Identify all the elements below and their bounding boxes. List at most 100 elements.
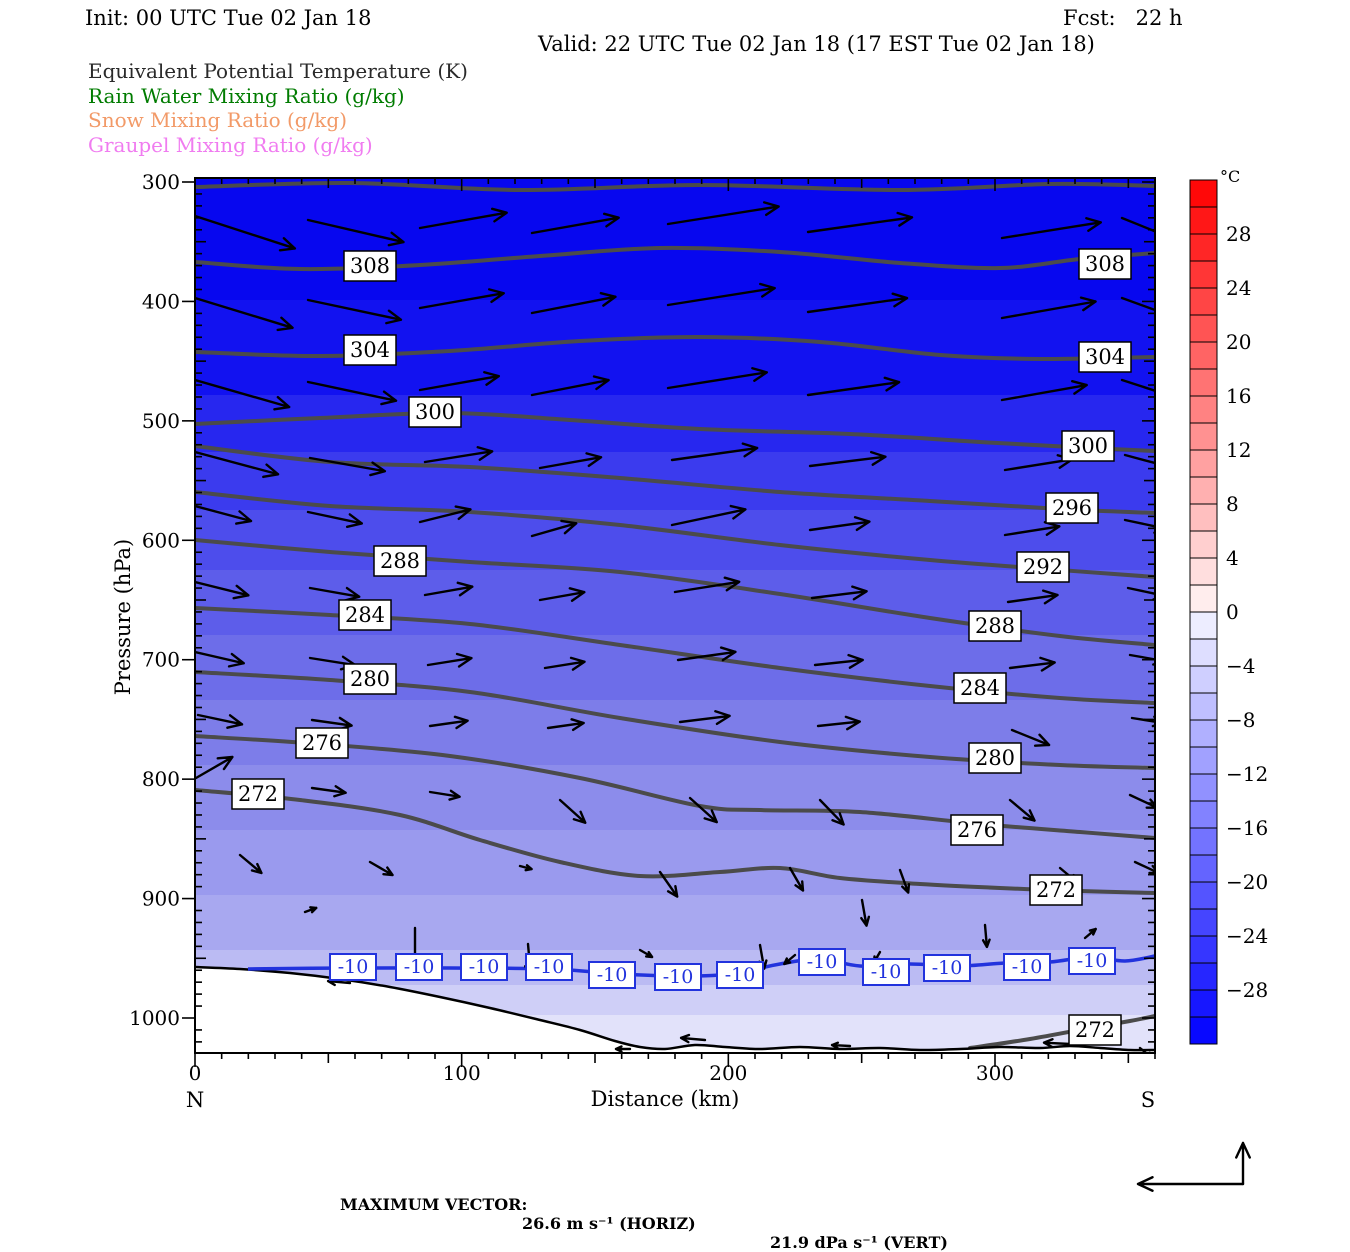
wind-arrow — [428, 715, 469, 730]
wind-arrow — [303, 906, 318, 914]
svg-text:304: 304 — [350, 338, 390, 362]
svg-text:-10: -10 — [932, 957, 963, 979]
theta-e-contour-276 — [195, 734, 1155, 840]
contour-label-288: 288 — [373, 545, 427, 577]
wind-arrow — [676, 646, 737, 662]
wind-arrow — [658, 870, 679, 898]
contour-label-276: 276 — [950, 814, 1004, 846]
max-vector-vert: 21.9 dPa s⁻¹ (VERT) — [770, 1233, 948, 1252]
svg-text:276: 276 — [302, 731, 342, 755]
svg-text:-10: -10 — [597, 964, 628, 986]
max-vector-label: MAXIMUM VECTOR: — [340, 1195, 528, 1214]
contour-label-304: 304 — [343, 334, 397, 366]
wind-arrow — [1008, 798, 1036, 822]
y-tick-label: 700 — [142, 648, 180, 672]
wind-arrow — [673, 576, 741, 594]
x-tick-label: 200 — [709, 1061, 747, 1085]
colorbar-segment — [1189, 935, 1218, 964]
colorbar-segment — [1189, 557, 1218, 586]
svg-text:-10: -10 — [469, 956, 500, 978]
contour-label-288: 288 — [968, 610, 1022, 642]
colorbar-tick-label: 12 — [1226, 438, 1251, 462]
wind-arrow — [1042, 1038, 1072, 1049]
temperature-fill-band — [195, 510, 1155, 570]
wind-arrow — [1138, 1046, 1152, 1053]
south-end-label: S — [1141, 1088, 1155, 1112]
wind-arrow — [195, 378, 291, 411]
svg-text:272: 272 — [1075, 1018, 1115, 1042]
colorbar-segment — [1189, 611, 1218, 640]
colorbar-tick-label: 20 — [1226, 330, 1251, 354]
theta-e-contour-300 — [195, 410, 1155, 453]
theta-e-contour-312 — [195, 180, 1155, 193]
wind-vector-field — [195, 201, 1155, 1053]
colorbar-segment — [1189, 827, 1218, 856]
svg-text:272: 272 — [1036, 878, 1076, 902]
wind-arrow — [806, 211, 914, 234]
wind-arrow — [666, 201, 780, 226]
wind-arrow — [538, 452, 603, 470]
svg-text:288: 288 — [380, 549, 420, 573]
freezing-label: -10 — [460, 953, 508, 981]
wind-arrow — [195, 450, 280, 479]
wind-arrow — [1123, 453, 1155, 465]
wind-arrow — [679, 1033, 707, 1044]
svg-text:308: 308 — [1085, 252, 1125, 276]
contour-label-284: 284 — [338, 599, 392, 631]
svg-text:280: 280 — [975, 746, 1015, 770]
wind-arrow — [195, 504, 253, 525]
colorbar-segment — [1189, 854, 1218, 883]
colorbar-segment — [1189, 1016, 1218, 1045]
legend-graupel: Graupel Mixing Ratio (g/kg) — [88, 133, 373, 157]
colorbar-tick-label: 0 — [1226, 600, 1239, 624]
wind-arrow — [428, 789, 461, 801]
wind-arrow — [195, 755, 234, 780]
colorbar-segment — [1189, 584, 1218, 613]
y-tick-label: 600 — [142, 528, 180, 552]
y-tick-label: 500 — [142, 409, 180, 433]
reference-vert-arrow — [1235, 1141, 1251, 1186]
svg-text:284: 284 — [345, 603, 385, 627]
wind-arrow — [1000, 379, 1088, 402]
freezing-label: -10 — [395, 953, 443, 981]
wind-arrow — [808, 516, 871, 532]
wind-arrow — [670, 442, 759, 462]
reference-horiz-arrow — [1136, 1176, 1245, 1192]
contour-label-292: 292 — [1016, 551, 1070, 583]
wind-arrow — [1120, 216, 1155, 233]
x-tick-label: 100 — [443, 1061, 481, 1085]
wind-arrow — [306, 298, 403, 325]
svg-text:300: 300 — [415, 400, 455, 424]
colorbar-tick-label: 4 — [1226, 546, 1239, 570]
valid-time-label: Valid: 22 UTC Tue 02 Jan 18 (17 EST Tue … — [538, 32, 1095, 56]
colorbar-segment — [1189, 530, 1218, 559]
wind-arrow — [368, 860, 394, 877]
theta-e-contour-272 — [195, 788, 1155, 895]
wind-arrow — [543, 656, 586, 671]
colorbar-segment — [1189, 422, 1218, 451]
svg-text:-10: -10 — [871, 961, 902, 983]
colorbar-segment — [1189, 341, 1218, 370]
theta-e-contour-296 — [195, 444, 1155, 515]
colorbar-segment — [1189, 719, 1218, 748]
wind-arrow — [806, 376, 901, 397]
colorbar-unit-label: °C — [1220, 167, 1240, 186]
freezing-label: -10 — [329, 953, 377, 981]
contour-label-308: 308 — [1078, 248, 1132, 280]
colorbar-segment — [1189, 692, 1218, 721]
colorbar-segment — [1189, 260, 1218, 289]
wind-arrow — [423, 581, 474, 597]
colorbar-tick-label: 28 — [1226, 222, 1251, 246]
wind-arrow — [638, 948, 654, 959]
wind-arrow — [1123, 518, 1155, 534]
wind-arrow — [1128, 652, 1155, 666]
colorbar-tick-label: −28 — [1226, 978, 1268, 1002]
colorbar-tick-label: −16 — [1226, 816, 1268, 840]
temperature-fill-band — [195, 300, 1155, 395]
temperature-fill-band — [195, 895, 1155, 950]
colorbar-segment — [1189, 962, 1218, 991]
colorbar-segment — [1189, 476, 1218, 505]
freezing-label: -10 — [1003, 953, 1051, 981]
legend-snow: Snow Mixing Ratio (g/kg) — [88, 108, 348, 132]
